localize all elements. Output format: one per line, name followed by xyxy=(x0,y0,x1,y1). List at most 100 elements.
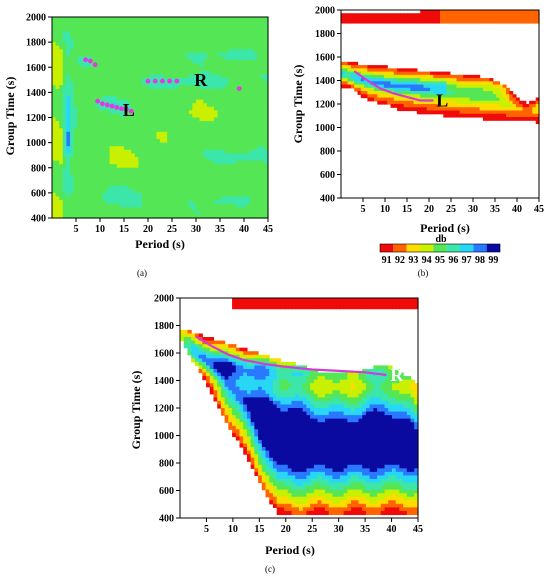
heatmap-cell xyxy=(80,171,85,176)
heatmap-cell xyxy=(185,124,190,129)
heatmap-cell xyxy=(202,368,207,374)
heatmap-cell xyxy=(232,81,237,86)
heatmap-cell xyxy=(95,70,100,76)
heatmap-cell xyxy=(95,34,100,40)
heatmap-cell xyxy=(73,60,78,65)
heatmap-cell xyxy=(192,185,197,190)
heatmap-cell xyxy=(134,210,139,216)
heatmap-cell xyxy=(142,156,147,162)
heatmap-cell xyxy=(163,182,168,187)
heatmap-cell xyxy=(228,192,233,198)
heatmap-cell xyxy=(347,16,352,21)
heatmap-cell xyxy=(265,301,270,306)
heatmap-cell xyxy=(228,358,233,363)
heatmap-cell xyxy=(269,298,274,303)
heatmap-cell xyxy=(142,153,147,158)
heatmap-cell xyxy=(199,167,204,172)
heatmap-cell xyxy=(206,383,211,388)
heatmap-cell xyxy=(210,17,215,22)
heatmap-cell xyxy=(77,38,82,43)
heatmap-cell xyxy=(196,210,201,216)
heatmap-cell xyxy=(66,160,71,165)
heatmap-cell xyxy=(250,167,255,172)
heatmap-cell xyxy=(113,24,118,29)
heatmap-cell xyxy=(515,110,520,115)
heatmap-cell xyxy=(235,63,240,68)
heatmap-cell xyxy=(188,56,193,61)
heatmap-cell xyxy=(350,74,355,79)
heatmap-cell xyxy=(203,49,208,54)
heatmap-cell xyxy=(113,153,118,158)
heatmap-cell xyxy=(188,31,193,36)
heatmap-cell xyxy=(102,103,107,108)
heatmap-cell xyxy=(367,87,372,92)
heatmap-cell xyxy=(224,383,229,388)
heatmap-cell xyxy=(232,92,237,97)
y-tick-label: 600 xyxy=(31,188,46,199)
heatmap-cell xyxy=(188,27,193,32)
heatmap-cell xyxy=(253,131,258,137)
heatmap-cell xyxy=(55,31,60,36)
heatmap-cell xyxy=(257,214,262,219)
heatmap-cell xyxy=(250,124,255,129)
heatmap-cell xyxy=(242,178,247,183)
heatmap-cell xyxy=(532,10,537,14)
heatmap-cell xyxy=(181,160,186,165)
heatmap-cell xyxy=(257,34,262,40)
heatmap-cell xyxy=(127,178,132,183)
heatmap-cell xyxy=(73,110,78,115)
heatmap-cell xyxy=(178,214,183,219)
heatmap-cell xyxy=(258,376,263,381)
heatmap-cell xyxy=(258,464,263,469)
heatmap-cell xyxy=(228,88,233,93)
heatmap-cell xyxy=(138,149,143,154)
heatmap-cell xyxy=(433,100,438,105)
heatmap-cell xyxy=(138,117,143,122)
heatmap-cell xyxy=(77,34,82,40)
heatmap-cell xyxy=(410,78,415,82)
heatmap-cell xyxy=(163,178,168,183)
heatmap-cell xyxy=(239,432,244,437)
heatmap-cell xyxy=(258,461,263,466)
heatmap-cell xyxy=(95,192,100,198)
heatmap-cell xyxy=(210,149,215,154)
heatmap-cell xyxy=(131,171,136,176)
heatmap-cell xyxy=(239,429,244,434)
heatmap-cell xyxy=(98,142,103,147)
heatmap-cell xyxy=(80,110,85,115)
heatmap-cell xyxy=(91,149,96,154)
heatmap-cell xyxy=(235,78,240,83)
heatmap-cell xyxy=(436,71,441,76)
heatmap-cell xyxy=(80,74,85,79)
heatmap-cell xyxy=(206,99,211,104)
heatmap-cell xyxy=(134,74,139,79)
heatmap-cell xyxy=(522,116,527,121)
heatmap-cell xyxy=(138,106,143,111)
heatmap-cell xyxy=(250,99,255,104)
heatmap-cell xyxy=(199,171,204,176)
heatmap-cell xyxy=(199,85,204,90)
heatmap-cell xyxy=(260,135,265,140)
heatmap-cell xyxy=(181,74,186,79)
heatmap-cell xyxy=(482,19,487,24)
heatmap-cell xyxy=(145,182,150,187)
heatmap-cell xyxy=(203,203,208,208)
heatmap-cell xyxy=(210,207,215,212)
pick-point-R xyxy=(236,86,242,92)
heatmap-cell xyxy=(77,31,82,36)
heatmap-cell xyxy=(403,71,408,76)
heatmap-cell xyxy=(185,106,190,111)
heatmap-cell xyxy=(152,139,157,144)
heatmap-cell xyxy=(341,84,345,89)
heatmap-cell xyxy=(264,174,269,180)
heatmap-cell xyxy=(170,110,175,115)
heatmap-cell xyxy=(185,131,190,137)
heatmap-cell xyxy=(84,92,89,97)
heatmap-cell xyxy=(260,81,265,86)
heatmap-cell xyxy=(228,400,233,406)
heatmap-cell xyxy=(228,135,233,140)
heatmap-cell xyxy=(70,189,75,194)
heatmap-cell xyxy=(116,27,121,32)
heatmap-cell xyxy=(260,153,265,158)
heatmap-cell xyxy=(127,113,132,119)
